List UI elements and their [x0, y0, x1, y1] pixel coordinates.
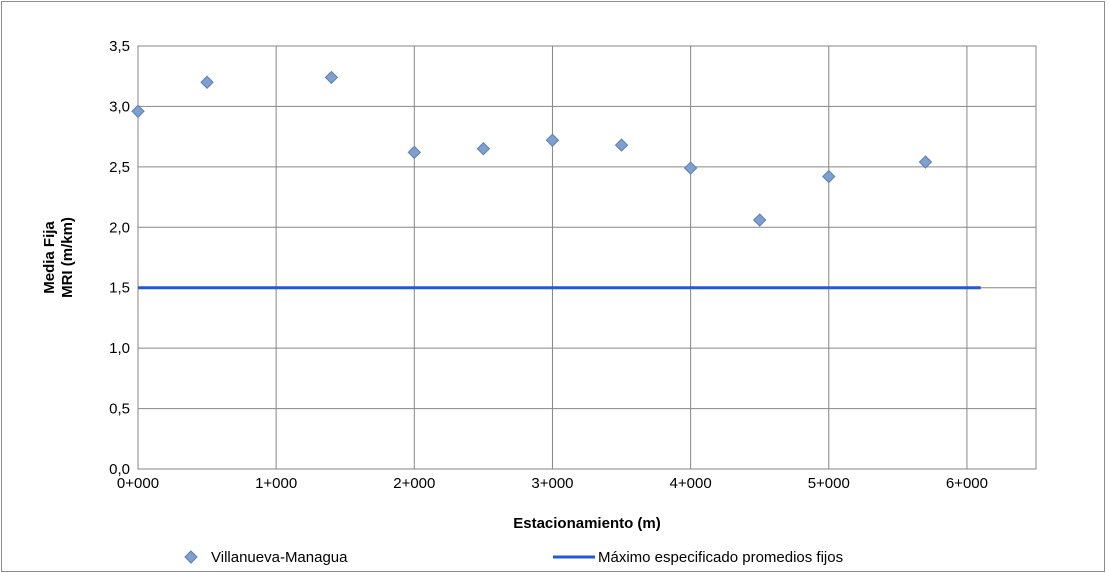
- data-point-diamond: [822, 169, 836, 184]
- data-point-diamond: [131, 104, 145, 118]
- data-point-diamond: [324, 70, 339, 85]
- x-tick-label: 6+000: [946, 475, 988, 492]
- data-point-diamond: [752, 213, 767, 227]
- data-point-diamond: [614, 138, 629, 152]
- legend-label-villanueva-managua: Villanueva-Managua: [211, 549, 348, 566]
- data-point-diamond: [683, 161, 698, 175]
- y-tick-label: 1,0: [109, 340, 130, 357]
- y-axis-ticks: 0,0 0,5 1,0 1,5 2,0 2,5 3,0 3,5: [109, 38, 130, 478]
- grid: [137, 45, 1036, 470]
- y-tick-label: 2,0: [109, 219, 130, 236]
- y-tick-label: 1,5: [109, 280, 130, 297]
- x-tick-label: 2+000: [393, 475, 435, 492]
- y-tick-label: 3,5: [109, 38, 130, 55]
- y-axis-title-line-2: MRI (m/km): [59, 217, 76, 298]
- x-tick-label: 4+000: [670, 475, 712, 492]
- data-point-diamond: [200, 75, 214, 89]
- x-tick-label: 5+000: [808, 475, 850, 492]
- y-axis-title-line-1: Media Fija: [41, 221, 58, 294]
- x-axis-ticks: 0+000 1+000 2+000 3+000 4+000 5+000 6+000: [117, 475, 988, 492]
- plot-area-border: [137, 45, 1037, 470]
- data-point-diamond: [407, 145, 422, 160]
- legend-label-maximo: Máximo especificado promedios fijos: [598, 549, 843, 566]
- legend: Villanueva-Managua Máximo especificado p…: [184, 549, 843, 566]
- x-axis-title: Estacionamiento (m): [513, 515, 661, 532]
- x-tick-label: 1+000: [255, 475, 297, 492]
- legend-marker-diamond: [184, 550, 198, 564]
- series-villanueva-managua: [131, 70, 933, 227]
- y-tick-label: 0,0: [109, 461, 130, 478]
- x-tick-label: 3+000: [531, 475, 573, 492]
- y-tick-label: 2,5: [109, 159, 130, 176]
- data-point-diamond: [545, 133, 560, 147]
- data-point-diamond: [918, 155, 933, 169]
- data-point-diamond: [476, 142, 491, 156]
- x-tick-label: 0+000: [117, 475, 159, 492]
- y-tick-label: 3,0: [109, 98, 130, 115]
- y-tick-label: 0,5: [109, 401, 130, 418]
